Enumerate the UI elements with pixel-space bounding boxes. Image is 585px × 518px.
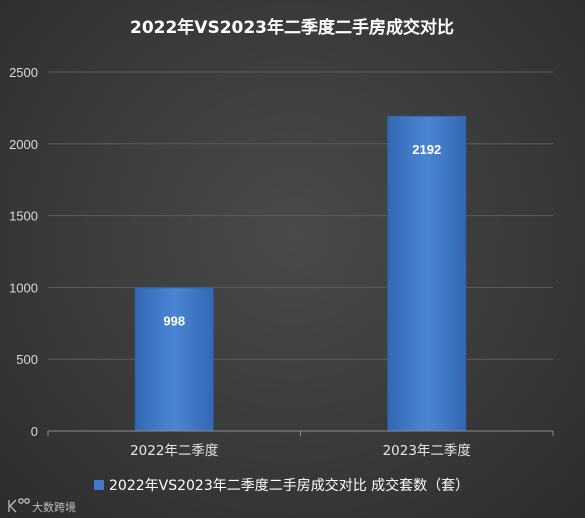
data-labels: 998 2192 [163,142,441,328]
y-tick-label: 0 [31,424,38,439]
bar-2 [387,115,467,432]
y-tick-label: 2500 [9,65,38,80]
x-category-label: 2022年二季度 [130,443,218,459]
legend-swatch [94,480,104,490]
watermark-text: 大数跨境 [32,500,76,514]
chart-title: 2022年VS2023年二季度二手房成交对比 [130,17,454,38]
y-tick-label: 500 [16,352,38,367]
data-label: 2192 [412,142,441,157]
legend: 2022年VS2023年二季度二手房成交对比 成交套数（套） [94,477,469,494]
data-label: 998 [163,314,185,329]
gridlines [48,71,553,360]
y-axis-ticks: 0 500 1000 1500 2000 2500 [9,65,38,439]
watermark: 大数跨境 [8,498,76,514]
y-tick-label: 2000 [9,137,38,152]
x-axis-categories: 2022年二季度 2023年二季度 [47,431,554,459]
k-logo-icon [8,498,30,513]
x-category-label: 2023年二季度 [383,443,471,459]
bar-1 [134,287,214,432]
bars [134,115,467,432]
y-tick-label: 1000 [9,280,38,295]
legend-label: 2022年VS2023年二季度二手房成交对比 成交套数（套） [109,477,469,494]
y-tick-label: 1500 [9,209,38,224]
